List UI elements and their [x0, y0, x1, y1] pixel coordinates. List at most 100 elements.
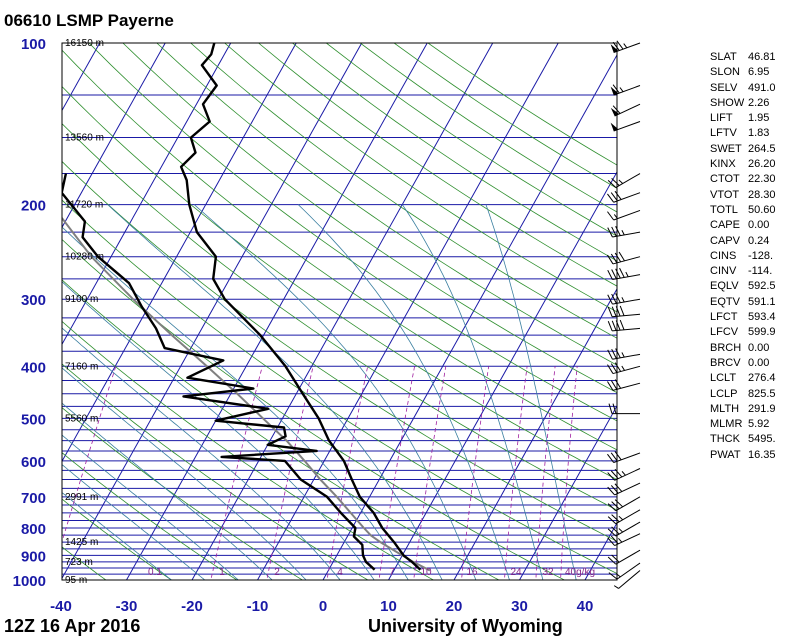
dry-adiabat	[62, 320, 435, 580]
dry-adiabat	[88, 43, 617, 422]
mixing-ratio-line	[461, 366, 490, 580]
index-row: LCLT 276.4	[710, 371, 776, 386]
mixing-ratio-line	[413, 366, 447, 580]
isotherm-line	[322, 53, 617, 580]
pressure-tick-label: 900	[21, 548, 46, 565]
index-key: VTOT	[710, 188, 740, 201]
height-label: 1425 m	[65, 537, 98, 548]
dry-adiabat	[62, 498, 173, 580]
temperature-tick-label: 40	[577, 598, 594, 615]
index-value: 491.0	[748, 81, 776, 94]
isotherm-line	[62, 43, 297, 463]
index-value: 1.95	[748, 112, 770, 125]
pressure-tick-label: 300	[21, 292, 46, 309]
index-key: SELV	[710, 81, 738, 94]
index-row: EQLV 592.5	[710, 279, 776, 294]
wind-barb	[607, 209, 641, 221]
index-value: 264.5	[748, 142, 776, 155]
index-row: SLAT 46.81	[710, 50, 776, 65]
wind-barb	[607, 362, 641, 375]
wind-barb	[610, 84, 641, 96]
mixing-ratio-line	[378, 366, 415, 580]
dry-adiabat	[62, 279, 500, 580]
index-value: 276.4	[748, 372, 776, 385]
parcel-path-line	[62, 216, 431, 572]
index-key: SWET	[710, 142, 742, 155]
dewpoint-profile-line	[62, 173, 376, 571]
height-label: 10280 m	[65, 252, 104, 263]
index-key: BRCV	[710, 356, 741, 369]
moist-adiabat	[62, 492, 173, 580]
chart-title: 06610 LSMP Payerne	[4, 11, 174, 30]
index-row: CTOT 22.30	[710, 172, 776, 187]
mixing-ratio-label: 32	[542, 567, 554, 578]
height-label: 9100 m	[65, 294, 98, 305]
wind-barb	[607, 293, 641, 305]
index-key: LFCV	[710, 326, 739, 339]
index-key: MLMR	[710, 418, 743, 431]
index-key: SLAT	[710, 51, 737, 63]
dry-adiabat	[122, 43, 617, 394]
moist-adiabat	[62, 226, 409, 580]
index-value: 0.00	[748, 356, 770, 369]
index-value: 50.60	[748, 203, 776, 216]
moist-adiabat	[62, 367, 307, 580]
temperature-profile-line	[179, 43, 422, 571]
wind-barb	[607, 451, 641, 464]
dry-adiabat	[62, 546, 107, 580]
index-value: 46.81	[748, 51, 776, 63]
index-key: THCK	[710, 433, 740, 446]
dry-adiabat	[190, 43, 617, 339]
index-value: 599.9	[748, 326, 776, 339]
wind-barb	[607, 251, 641, 265]
wind-barb	[607, 173, 641, 188]
temperature-tick-label: -40	[50, 598, 72, 615]
height-label: 5560 m	[65, 413, 98, 424]
index-key: LCLT	[710, 372, 737, 385]
index-value: 0.24	[748, 234, 770, 247]
index-row: LFTV 1.83	[710, 126, 776, 141]
moist-adiabat	[62, 327, 341, 580]
index-row: SELV 491.0	[710, 81, 776, 96]
wind-barb	[607, 319, 641, 332]
mixing-ratio-label: 16	[466, 567, 478, 578]
wind-barb	[607, 379, 641, 391]
index-value: 28.30	[748, 188, 776, 201]
temperature-tick-label: 20	[446, 598, 463, 615]
wind-barb	[608, 403, 640, 415]
index-row: BRCH 0.00	[710, 341, 776, 356]
dry-adiabat	[62, 160, 617, 542]
index-key: EQLV	[710, 280, 739, 293]
mixing-ratio-label: 0.1	[148, 567, 162, 578]
index-row: LFCV 599.9	[710, 325, 776, 340]
isotherm-line	[125, 43, 428, 580]
index-value: 5.92	[748, 418, 770, 431]
wind-barb	[607, 509, 641, 525]
wind-barb	[608, 562, 641, 580]
index-row: CINV -114.	[710, 264, 776, 279]
temperature-tick-label: 0	[319, 598, 327, 615]
index-value: 26.20	[748, 158, 776, 171]
index-key: SHOW	[710, 96, 745, 109]
mixing-ratio-line	[535, 366, 556, 580]
index-value: 6.95	[748, 66, 770, 79]
height-label: 16150 m	[65, 38, 104, 49]
index-row: LIFT 1.95	[710, 111, 776, 126]
mixing-ratio-label: 2	[274, 567, 280, 578]
index-value: 593.4	[748, 311, 776, 324]
index-value: 825.5	[748, 387, 776, 400]
index-value: 591.1	[748, 295, 776, 308]
index-value: -114.	[748, 265, 773, 278]
mixing-ratio-label: 10	[420, 567, 432, 578]
height-label: 95 m	[65, 575, 87, 586]
mixing-ratio-label: 4	[337, 567, 343, 578]
mixing-ratio-label: 1	[219, 567, 225, 578]
index-key: EQTV	[710, 295, 740, 308]
index-value: -128.	[748, 249, 774, 262]
mixing-ratio-label: 7	[389, 567, 395, 578]
moist-adiabat	[62, 281, 375, 580]
temperature-tick-label: -30	[116, 598, 138, 615]
index-row: CAPE 0.00	[710, 218, 776, 233]
dry-adiabat	[62, 363, 369, 580]
index-key: LIFT	[710, 112, 733, 125]
